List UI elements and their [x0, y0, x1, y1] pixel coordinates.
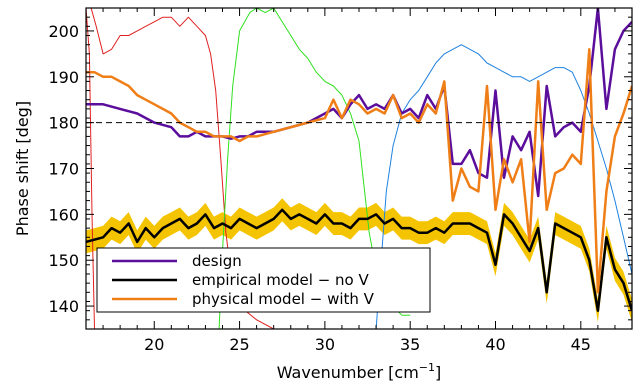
- series-line-empirical: [86, 208, 632, 312]
- filter-curve-line: [375, 44, 632, 329]
- y-tick-label: 160: [48, 205, 79, 224]
- y-tick-label: 150: [48, 251, 79, 270]
- series-line-physical: [86, 48, 632, 294]
- x-tick-label: 40: [485, 335, 505, 354]
- legend-entry-label: physical model − with V: [192, 290, 375, 308]
- x-tick-label: 45: [571, 335, 591, 354]
- x-tick-label: 35: [400, 335, 420, 354]
- x-tick-label: 30: [315, 335, 335, 354]
- x-tick-label: 20: [144, 335, 164, 354]
- y-tick-label: 200: [48, 22, 79, 41]
- y-tick-label: 170: [48, 160, 79, 179]
- legend-entry-label: design: [192, 252, 242, 270]
- y-axis-title: Phase shift [deg]: [13, 101, 32, 236]
- uncertainty-band-layer: [86, 198, 632, 323]
- series-line-design: [86, 8, 632, 198]
- axis-ticks: 20 25 30 35 40 45 140 150 160 170 180 190 200: [48, 7, 633, 354]
- y-tick-label: 180: [48, 114, 79, 133]
- uncertainty-band: [86, 198, 632, 323]
- x-axis-title: Wavenumber [cm−1]: [277, 361, 442, 382]
- y-tick-label: 190: [48, 68, 79, 87]
- x-tick-label: 25: [229, 335, 249, 354]
- legend-entry-label: empirical model − no V: [192, 271, 370, 289]
- y-tick-label: 140: [48, 297, 79, 316]
